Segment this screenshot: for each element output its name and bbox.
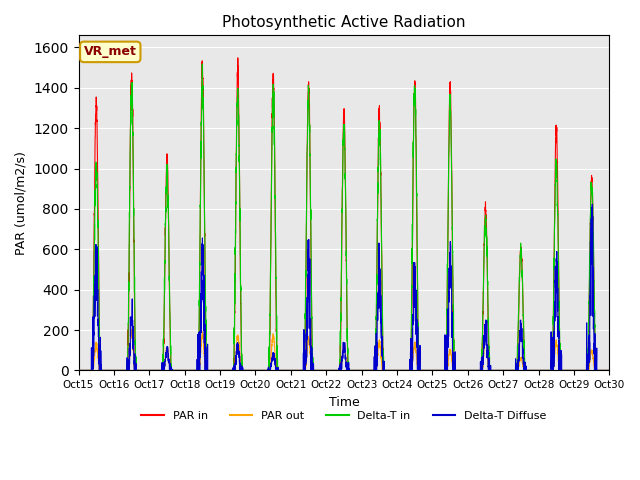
Line: Delta-T Diffuse: Delta-T Diffuse <box>79 204 609 371</box>
Line: PAR out: PAR out <box>79 329 609 371</box>
PAR in <box>433 368 441 373</box>
Delta-T Diffuse <box>324 368 332 373</box>
PAR out <box>433 368 441 373</box>
PAR in <box>75 368 83 373</box>
PAR out <box>493 368 500 373</box>
Delta-T Diffuse <box>588 202 596 207</box>
PAR out <box>128 326 136 332</box>
Delta-T in <box>463 368 470 373</box>
PAR out <box>605 368 612 373</box>
Line: Delta-T in: Delta-T in <box>79 64 609 371</box>
Y-axis label: PAR (umol/m2/s): PAR (umol/m2/s) <box>15 151 28 255</box>
Text: VR_met: VR_met <box>84 46 137 59</box>
PAR in <box>324 368 332 373</box>
Delta-T in <box>170 368 178 373</box>
Delta-T in <box>198 61 206 67</box>
PAR in <box>234 55 242 60</box>
Delta-T Diffuse <box>605 368 613 373</box>
Delta-T in <box>605 368 613 373</box>
Delta-T in <box>605 368 612 373</box>
Delta-T Diffuse <box>493 368 500 373</box>
PAR out <box>75 368 83 373</box>
PAR out <box>324 368 332 373</box>
Line: PAR in: PAR in <box>79 58 609 371</box>
Delta-T in <box>75 368 83 373</box>
Delta-T Diffuse <box>605 368 612 373</box>
Delta-T Diffuse <box>170 368 178 373</box>
Delta-T Diffuse <box>463 368 470 373</box>
Delta-T in <box>324 368 332 373</box>
PAR in <box>493 368 500 373</box>
Legend: PAR in, PAR out, Delta-T in, Delta-T Diffuse: PAR in, PAR out, Delta-T in, Delta-T Dif… <box>137 406 551 425</box>
X-axis label: Time: Time <box>328 396 359 408</box>
PAR in <box>605 368 612 373</box>
Delta-T in <box>493 368 500 373</box>
PAR out <box>605 368 613 373</box>
Title: Photosynthetic Active Radiation: Photosynthetic Active Radiation <box>222 15 466 30</box>
PAR out <box>463 368 470 373</box>
PAR in <box>463 368 470 373</box>
Delta-T Diffuse <box>433 368 441 373</box>
Delta-T Diffuse <box>75 368 83 373</box>
PAR out <box>170 368 178 373</box>
PAR in <box>170 368 178 373</box>
PAR in <box>605 368 613 373</box>
Delta-T in <box>433 368 441 373</box>
